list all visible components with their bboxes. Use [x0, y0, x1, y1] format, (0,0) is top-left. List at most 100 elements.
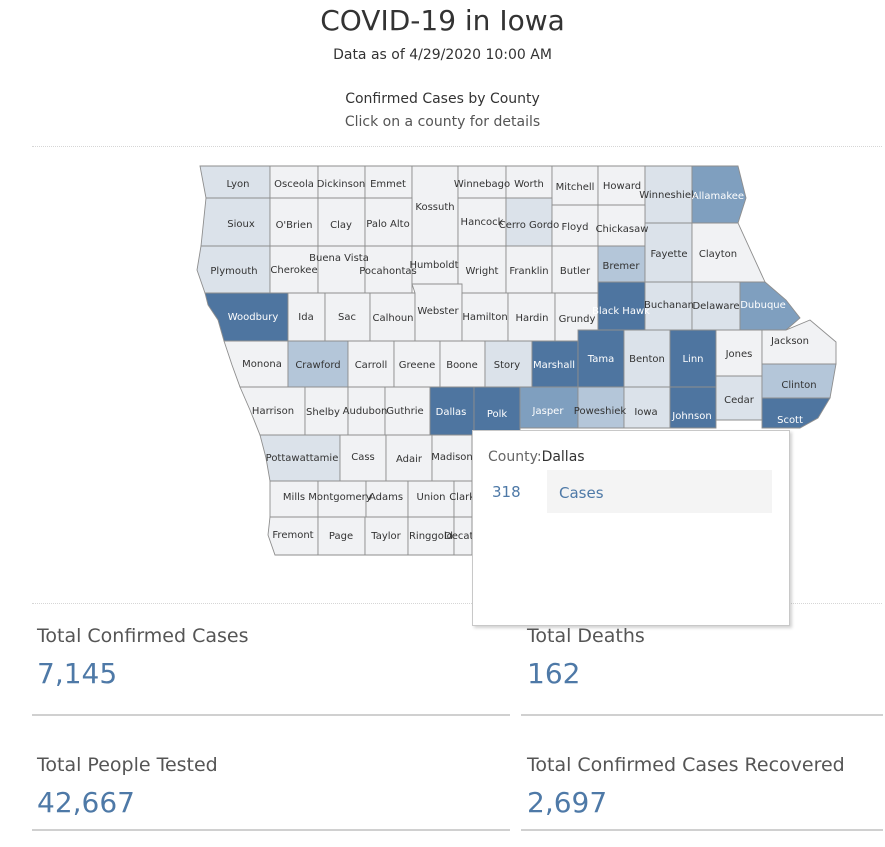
- county-label-winneshiek: Winneshiek: [639, 190, 697, 201]
- county-label-cerro-gordo: Cerro Gordo: [499, 220, 560, 231]
- county-label-grundy: Grundy: [559, 314, 596, 325]
- tooltip-value: 318: [492, 483, 521, 501]
- county-label-dickinson: Dickinson: [317, 179, 366, 190]
- tooltip-county-key: County:: [488, 449, 542, 465]
- kpi-label: Total Confirmed Cases: [37, 625, 249, 647]
- county-label-taylor: Taylor: [370, 531, 401, 542]
- county-label-story: Story: [494, 360, 520, 371]
- county-label-guthrie: Guthrie: [386, 406, 423, 417]
- county-label-linn: Linn: [682, 354, 703, 365]
- county-label-scott: Scott: [777, 415, 803, 426]
- county-label-benton: Benton: [629, 354, 665, 365]
- county-label-winnebago: Winnebago: [454, 179, 510, 190]
- county-label-black-hawk: Black Hawk: [592, 306, 650, 317]
- county-label-plymouth: Plymouth: [210, 266, 257, 277]
- county-label-marshall: Marshall: [533, 360, 575, 371]
- kpi-total-confirmed-cases-recovered: Total Confirmed Cases Recovered 2,697: [527, 754, 845, 819]
- county-label-butler: Butler: [560, 266, 591, 277]
- county-label-harrison: Harrison: [252, 406, 294, 417]
- county-label-mills: Mills: [283, 492, 305, 503]
- county-label-cedar: Cedar: [724, 395, 755, 406]
- county-label-chickasaw: Chickasaw: [596, 224, 649, 235]
- county-johnson[interactable]: [669, 386, 717, 429]
- county-label-delaware: Delaware: [692, 301, 739, 312]
- county-label-tama: Tama: [587, 354, 614, 365]
- county-label-howard: Howard: [603, 181, 641, 192]
- county-label-johnson: Johnson: [671, 411, 711, 422]
- county-label-cherokee: Cherokee: [270, 265, 317, 276]
- county-label-franklin: Franklin: [509, 266, 548, 277]
- county-label-hancock: Hancock: [461, 217, 504, 228]
- kpi-value: 162: [527, 657, 581, 690]
- county-label-jones: Jones: [725, 349, 753, 360]
- county-label-pottawattamie: Pottawattamie: [266, 453, 339, 464]
- county-label-dubuque: Dubuque: [740, 300, 786, 311]
- county-label-sioux: Sioux: [227, 219, 255, 230]
- kpi-label: Total Deaths: [527, 625, 645, 647]
- county-tooltip: County:Dallas 318 Cases: [472, 430, 790, 626]
- data-as-of: Data as of 4/29/2020 10:00 AM: [333, 47, 552, 63]
- county-allamakee[interactable]: [691, 165, 747, 224]
- county-label-fayette: Fayette: [650, 249, 687, 260]
- divider: [32, 603, 882, 604]
- county-label-carroll: Carroll: [355, 360, 388, 371]
- county-label-poweshiek: Poweshiek: [574, 406, 627, 417]
- county-label-kossuth: Kossuth: [415, 202, 454, 213]
- county-label-wright: Wright: [466, 266, 499, 277]
- county-label-iowa: Iowa: [634, 407, 657, 418]
- kpi-total-people-tested: Total People Tested 42,667: [37, 754, 218, 819]
- map-title: Confirmed Cases by County: [345, 91, 540, 107]
- iowa-county-map: Lyon Osceola Dickinson Emmet Kossuth Winnebag…: [196, 165, 837, 556]
- county-label-hardin: Hardin: [515, 313, 548, 324]
- map-subtitle: Click on a county for details: [344, 114, 541, 130]
- county-label-jackson: Jackson: [770, 336, 809, 347]
- county-label-worth: Worth: [514, 179, 544, 190]
- divider: [32, 146, 882, 147]
- county-label-monona: Monona: [242, 359, 282, 370]
- county-label-mitchell: Mitchell: [556, 182, 595, 193]
- county-label-page: Page: [329, 531, 353, 542]
- county-label-dallas: Dallas: [436, 407, 467, 418]
- kpi-total-confirmed-cases: Total Confirmed Cases 7,145: [37, 625, 249, 690]
- kpi-underline: [32, 829, 510, 831]
- county-label-greene: Greene: [399, 360, 435, 371]
- county-label-fremont: Fremont: [272, 530, 313, 541]
- kpi-underline: [521, 829, 883, 831]
- county-label-clay: Clay: [330, 220, 352, 231]
- tooltip-county-name: Dallas: [541, 449, 585, 465]
- county-label-union: Union: [417, 492, 446, 503]
- kpi-value: 7,145: [37, 657, 118, 690]
- page-title: COVID-19 in Iowa: [320, 4, 565, 37]
- kpi-label: Total Confirmed Cases Recovered: [527, 754, 845, 776]
- county-label-clinton: Clinton: [781, 380, 816, 391]
- county-label-hamilton: Hamilton: [462, 312, 507, 323]
- county-label-audubon: Audubon: [343, 406, 388, 417]
- kpi-label: Total People Tested: [37, 754, 218, 776]
- county-label-emmet: Emmet: [370, 179, 406, 190]
- county-label-madison: Madison: [431, 452, 473, 463]
- county-label-montgomery: Montgomery: [308, 492, 371, 503]
- county-label-shelby: Shelby: [306, 407, 340, 418]
- county-label-clarke: Clarke: [449, 492, 481, 503]
- county-label-crawford: Crawford: [295, 360, 340, 371]
- county-scott[interactable]: [761, 397, 831, 429]
- county-label-osceola: Osceola: [274, 179, 314, 190]
- county-label-palo-alto: Palo Alto: [366, 219, 409, 230]
- county-fremont[interactable]: [267, 516, 319, 556]
- county-label-buena-vista: Buena Vista: [309, 253, 369, 264]
- tooltip-measure-cell: Cases: [547, 470, 772, 513]
- tooltip-measure-label: Cases: [559, 484, 604, 502]
- kpi-underline: [521, 714, 883, 716]
- county-label-bremer: Bremer: [603, 261, 641, 272]
- county-label-o-brien: O'Brien: [276, 220, 313, 231]
- county-label-decatur: Decatur: [444, 531, 485, 542]
- county-label-boone: Boone: [446, 360, 478, 371]
- county-label-ida: Ida: [298, 312, 313, 323]
- county-label-jasper: Jasper: [532, 406, 565, 417]
- county-label-allamakee: Allamakee: [692, 191, 744, 202]
- county-label-polk: Polk: [487, 409, 508, 420]
- county-label-lyon: Lyon: [226, 179, 249, 190]
- kpi-underline: [32, 714, 510, 716]
- county-label-humboldt: Humboldt: [409, 260, 458, 271]
- kpi-total-deaths: Total Deaths 162: [527, 625, 645, 690]
